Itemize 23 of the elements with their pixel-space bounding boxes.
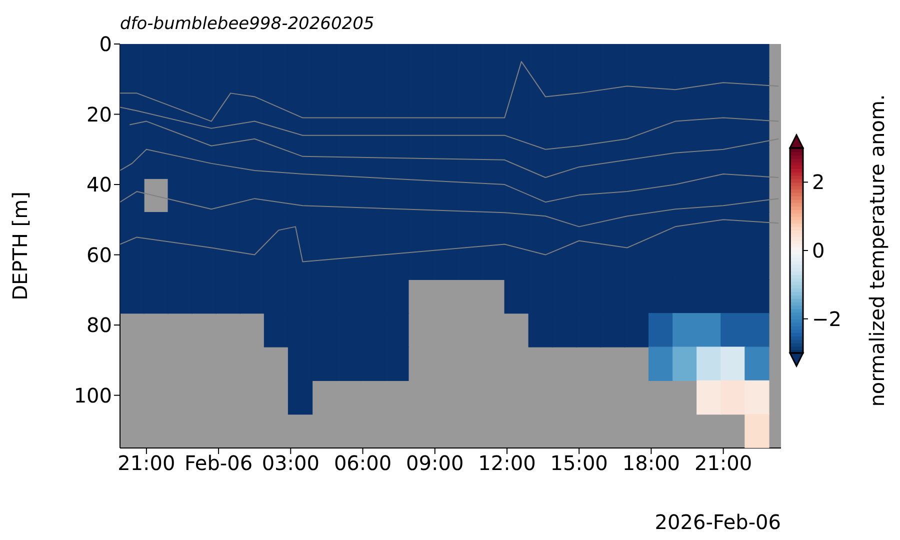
x-tick-label: 15:00	[550, 451, 608, 476]
x-tick-label: 03:00	[262, 451, 320, 476]
y-tick-label: 60	[86, 242, 112, 267]
x-tick-label: Feb-06	[184, 451, 253, 476]
text: 2026-Feb-06	[654, 510, 781, 534]
y-axis-title: DEPTH [m]	[8, 192, 32, 300]
x-tick-label: 06:00	[334, 451, 392, 476]
x-tick-label: 21:00	[694, 451, 752, 476]
x-tick-label: 12:00	[478, 451, 536, 476]
line-series	[120, 61, 780, 122]
color-bar-title: normalized temperature anom.	[865, 94, 889, 407]
color-bar-label: 0	[812, 238, 825, 262]
y-tick-label: 80	[86, 313, 112, 338]
y-tick-label: 100	[74, 383, 112, 408]
y-tick-label: 0	[99, 32, 112, 56]
chart-title: dfo-bumblebee998-20260205	[120, 14, 374, 34]
y-tick-label: 20	[86, 102, 112, 126]
x-tick-label: 09:00	[406, 451, 464, 476]
color-bar-label: −2	[812, 306, 842, 331]
color-bar-label: 2	[812, 170, 825, 194]
x-tick-label: 21:00	[118, 451, 176, 476]
y-tick-label: 40	[86, 172, 112, 197]
x-tick-label: 18:00	[622, 451, 680, 476]
